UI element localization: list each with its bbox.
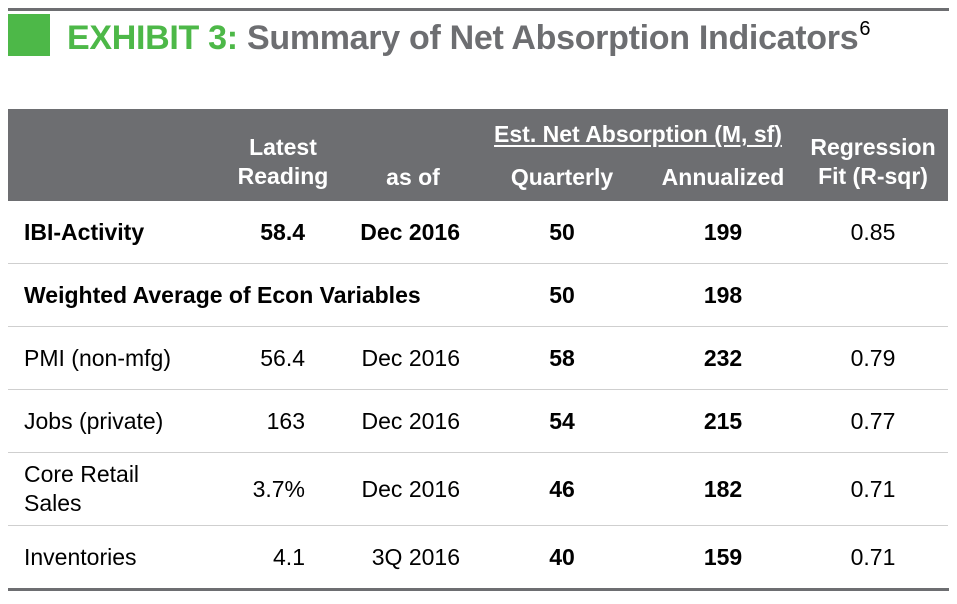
accent-block xyxy=(8,14,50,56)
row-quarterly: 58 xyxy=(549,344,575,371)
row-quarterly: 40 xyxy=(549,543,575,570)
header-est-net-absorption: Est. Net Absorption (M, sf) xyxy=(494,121,782,147)
row-as-of: Dec 2016 xyxy=(360,218,460,245)
row-latest-reading: 58.4 xyxy=(260,218,305,245)
row-quarterly: 50 xyxy=(549,281,575,308)
row-latest-reading: 163 xyxy=(266,407,305,434)
row-name: Inventories xyxy=(24,543,137,570)
header-quarterly: Quarterly xyxy=(510,164,614,190)
row-name: Core Retail Sales xyxy=(24,461,140,516)
row-r-sqr: 0.71 xyxy=(850,543,896,570)
row-as-of: Dec 2016 xyxy=(361,407,460,434)
row-r-sqr: 0.77 xyxy=(850,407,896,434)
row-name: Jobs (private) xyxy=(24,407,164,434)
top-rule xyxy=(8,8,949,11)
row-annualized: 199 xyxy=(703,218,743,245)
row-annualized: 182 xyxy=(703,475,743,502)
row-latest-reading: 4.1 xyxy=(273,543,305,570)
header-annualized: Annualized xyxy=(661,164,785,190)
exhibit-label: EXHIBIT 3: xyxy=(67,19,238,57)
footnote-marker: 6 xyxy=(859,18,871,40)
row-quarterly: 50 xyxy=(549,218,575,245)
row-r-sqr xyxy=(798,264,948,326)
bottom-rule xyxy=(8,588,949,591)
exhibit-title-text: Summary of Net Absorption Indicators xyxy=(246,19,859,57)
row-as-of: Dec 2016 xyxy=(361,344,460,371)
row-annualized: 159 xyxy=(703,543,743,570)
row-latest-reading: 56.4 xyxy=(260,344,305,371)
header-as-of: as of xyxy=(386,164,440,190)
table-row: IBI-Activity 58.4 Dec 2016 50 199 0.85 xyxy=(8,201,948,264)
table-header: Latest Reading as of Est. Net Absorption… xyxy=(8,109,948,201)
row-quarterly: 46 xyxy=(549,475,575,502)
row-r-sqr: 0.71 xyxy=(850,475,896,502)
table-row: Weighted Average of Econ Variables 50 19… xyxy=(8,264,948,327)
row-as-of: Dec 2016 xyxy=(361,475,460,502)
row-annualized: 215 xyxy=(703,407,743,434)
row-r-sqr: 0.79 xyxy=(850,344,896,371)
row-name: PMI (non-mfg) xyxy=(24,344,171,371)
row-quarterly: 54 xyxy=(549,407,575,434)
row-r-sqr: 0.85 xyxy=(850,218,896,245)
exhibit-title: EXHIBIT 3: Summary of Net Absorption Ind… xyxy=(67,18,870,58)
row-name: Weighted Average of Econ Variables xyxy=(24,281,421,308)
row-annualized: 198 xyxy=(703,281,743,308)
row-annualized: 232 xyxy=(703,344,743,371)
row-name: IBI-Activity xyxy=(24,218,145,245)
header-latest-reading: Latest Reading xyxy=(237,134,329,189)
row-as-of: 3Q 2016 xyxy=(371,543,460,570)
table-row: Jobs (private) 163 Dec 2016 54 215 0.77 xyxy=(8,390,948,453)
table-row: Inventories 4.1 3Q 2016 40 159 0.71 xyxy=(8,526,948,588)
row-latest-reading: 3.7% xyxy=(252,475,305,502)
table-row: Core Retail Sales 3.7% Dec 2016 46 182 0… xyxy=(8,453,948,526)
header-regression-fit: Regression Fit (R-sqr) xyxy=(810,134,936,189)
table-row: PMI (non-mfg) 56.4 Dec 2016 58 232 0.79 xyxy=(8,327,948,390)
